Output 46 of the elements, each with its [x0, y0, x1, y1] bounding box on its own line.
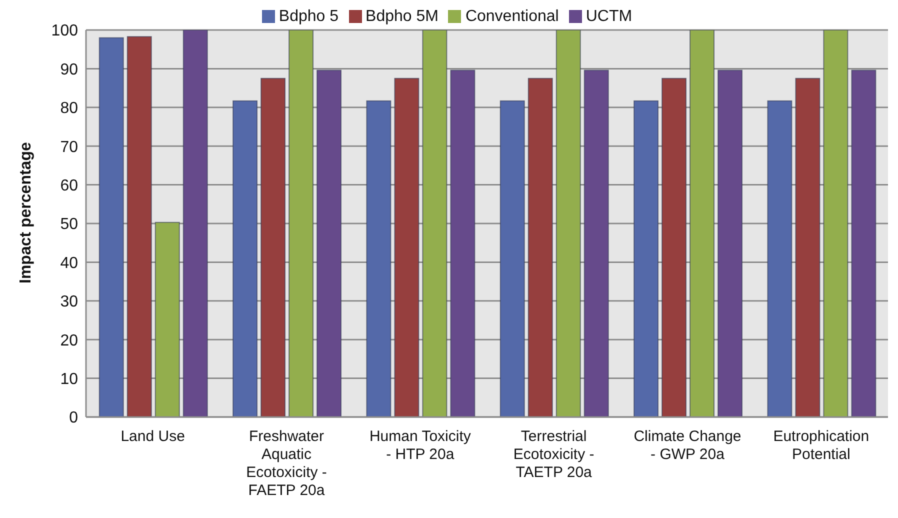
- bar: [851, 70, 876, 417]
- y-tick-label: 80: [60, 100, 78, 118]
- legend-label: Conventional: [465, 8, 559, 25]
- bar: [422, 30, 448, 417]
- bar: [232, 100, 258, 417]
- y-tick-label: 10: [60, 370, 78, 388]
- bar: [182, 30, 208, 417]
- bar: [154, 222, 180, 417]
- bar: [690, 30, 715, 417]
- legend-label: UCTM: [586, 8, 632, 25]
- bar: [556, 30, 581, 417]
- x-tick-label: Eutrophication Potential: [773, 428, 870, 463]
- y-axis-title: Impact percentage: [18, 142, 35, 284]
- y-tick-label: 90: [60, 61, 78, 78]
- y-tick-label: 0: [69, 410, 78, 427]
- bar: [662, 78, 687, 417]
- bar: [126, 36, 152, 417]
- y-tick-label: 60: [60, 177, 78, 194]
- y-tick-label: 20: [60, 332, 78, 350]
- bar: [795, 78, 820, 417]
- bar: [394, 78, 420, 417]
- bar: [366, 100, 392, 417]
- bar: [316, 70, 342, 417]
- y-tick-label: 40: [60, 254, 78, 272]
- bar: [450, 70, 476, 417]
- y-tick-label: 100: [51, 22, 78, 40]
- bar: [500, 100, 525, 417]
- x-tick-label: Terrestrial Ecotoxicity - TAETP 20a: [513, 428, 594, 481]
- bar: [718, 70, 743, 417]
- bar: [288, 30, 314, 417]
- bar: [634, 100, 659, 417]
- x-tick-label: Climate Change - GWP 20a: [634, 428, 742, 463]
- y-tick-label: 30: [60, 294, 78, 311]
- bar: [823, 30, 848, 417]
- x-tick-label: Freshwater Aquatic Ecotoxicity - FAETP 20a: [246, 428, 327, 499]
- x-tick-label: Human Toxicity - HTP 20a: [369, 428, 472, 463]
- legend-label: Bdpho 5: [278, 8, 339, 25]
- bar: [98, 37, 124, 417]
- y-tick-label: 70: [60, 138, 78, 156]
- bar: [584, 70, 609, 417]
- legend-label: Bdpho 5M: [366, 8, 438, 25]
- bar: [767, 100, 792, 417]
- bar: [260, 78, 286, 417]
- bar: [528, 78, 553, 417]
- y-tick-label: 50: [60, 216, 78, 234]
- x-tick-label: Land Use: [120, 428, 185, 445]
